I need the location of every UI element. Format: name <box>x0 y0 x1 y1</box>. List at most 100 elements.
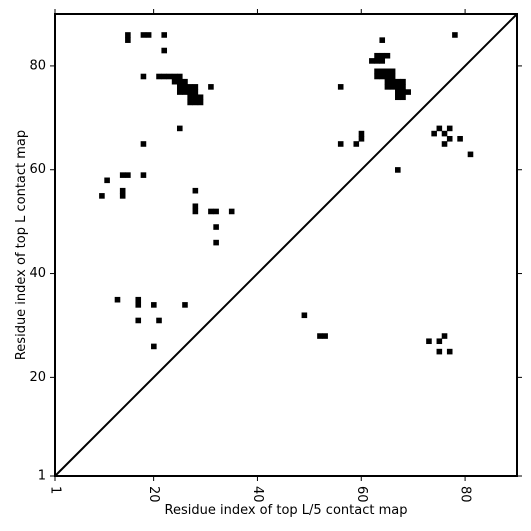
y-tick-label: 20 <box>29 370 46 385</box>
contact-point <box>119 193 126 199</box>
contact-point <box>151 343 157 350</box>
contact-point <box>135 296 142 303</box>
x-axis-label: Residue index of top L/5 contact map <box>165 503 408 518</box>
contact-point <box>197 94 204 101</box>
contact-point <box>187 94 193 101</box>
contact-point <box>182 84 188 90</box>
contact-point <box>114 296 121 303</box>
contact-point <box>176 84 183 90</box>
contact-point <box>389 73 396 80</box>
contact-point <box>446 135 453 142</box>
contact-point <box>400 84 406 90</box>
contact-point <box>213 224 219 230</box>
contact-point <box>125 37 131 43</box>
x-tick-label: 80 <box>458 486 473 503</box>
tick-labels: 1 20 40 60 80 1 20 40 60 80 <box>29 58 472 502</box>
x-tick-label: 20 <box>146 486 161 503</box>
contact-point <box>192 187 199 194</box>
contact-point <box>322 333 328 339</box>
contact-point <box>125 32 131 38</box>
contact-point <box>395 84 401 90</box>
x-tick-label: 40 <box>250 486 265 503</box>
contact-point <box>405 89 411 95</box>
contact-point <box>182 78 188 85</box>
contact-point <box>395 78 401 85</box>
y-axis-label: Residue index of top L contact map <box>14 130 29 360</box>
contact-point <box>187 89 193 95</box>
contact-point <box>395 94 401 101</box>
contact-point <box>379 73 386 80</box>
contact-point <box>374 68 380 75</box>
contact-point <box>125 172 131 178</box>
contact-point <box>358 135 365 142</box>
contact-point <box>441 130 448 137</box>
contact-point <box>176 89 183 95</box>
contact-point <box>156 73 162 80</box>
contact-point <box>389 84 396 90</box>
contact-point <box>379 37 386 43</box>
diagonal-line <box>54 13 518 477</box>
contact-point <box>395 89 401 95</box>
contact-points <box>99 32 474 355</box>
contact-point <box>337 84 344 90</box>
contact-point <box>441 141 448 147</box>
contact-point <box>156 317 162 324</box>
contact-point <box>119 187 126 194</box>
contact-point <box>467 151 474 158</box>
contact-point <box>384 78 391 85</box>
contact-point <box>441 333 448 339</box>
contact-point <box>436 125 443 132</box>
contact-point <box>182 89 188 95</box>
contact-point <box>446 348 453 355</box>
contact-point <box>140 141 147 147</box>
y-tick-label: 1 <box>38 469 46 484</box>
contact-point <box>395 167 401 173</box>
contact-point <box>171 73 178 80</box>
contact-point <box>384 68 391 75</box>
contact-point <box>140 172 147 178</box>
contact-point <box>135 302 142 308</box>
contact-point <box>436 338 443 345</box>
contact-point <box>171 78 178 85</box>
contact-point <box>176 73 183 80</box>
contact-point <box>151 302 157 308</box>
contact-point <box>192 99 199 106</box>
contact-point <box>400 94 406 101</box>
contact-point <box>104 177 110 184</box>
contact-point <box>140 73 147 80</box>
contact-point <box>187 84 193 90</box>
contact-point <box>389 68 396 75</box>
y-tick-label: 40 <box>29 266 46 281</box>
contact-point <box>337 141 344 147</box>
contact-point <box>161 32 168 38</box>
contact-point <box>374 58 380 64</box>
contact-point <box>374 73 380 80</box>
contact-point <box>213 208 219 215</box>
contact-point <box>166 73 173 80</box>
contact-point <box>379 52 386 59</box>
contact-point <box>192 89 199 95</box>
contact-point <box>161 47 168 54</box>
contact-point <box>99 193 105 199</box>
y-tick-label: 80 <box>29 58 46 73</box>
contact-point <box>384 84 391 90</box>
contact-point <box>176 78 183 85</box>
contact-point <box>384 52 391 59</box>
contact-point <box>192 203 199 210</box>
contact-point <box>228 208 235 215</box>
contact-point <box>208 208 214 215</box>
contact-point <box>446 125 453 132</box>
contact-point <box>145 32 152 38</box>
contact-point <box>192 208 199 215</box>
x-tick-label: 60 <box>354 486 369 503</box>
contact-point <box>384 73 391 80</box>
contact-point <box>208 84 214 90</box>
contact-point <box>182 302 188 308</box>
contact-point <box>400 78 406 85</box>
contact-point <box>353 141 360 147</box>
y-tick-label: 60 <box>29 162 46 177</box>
contact-point <box>317 333 323 339</box>
contact-point <box>379 58 386 64</box>
contact-point <box>374 52 380 59</box>
